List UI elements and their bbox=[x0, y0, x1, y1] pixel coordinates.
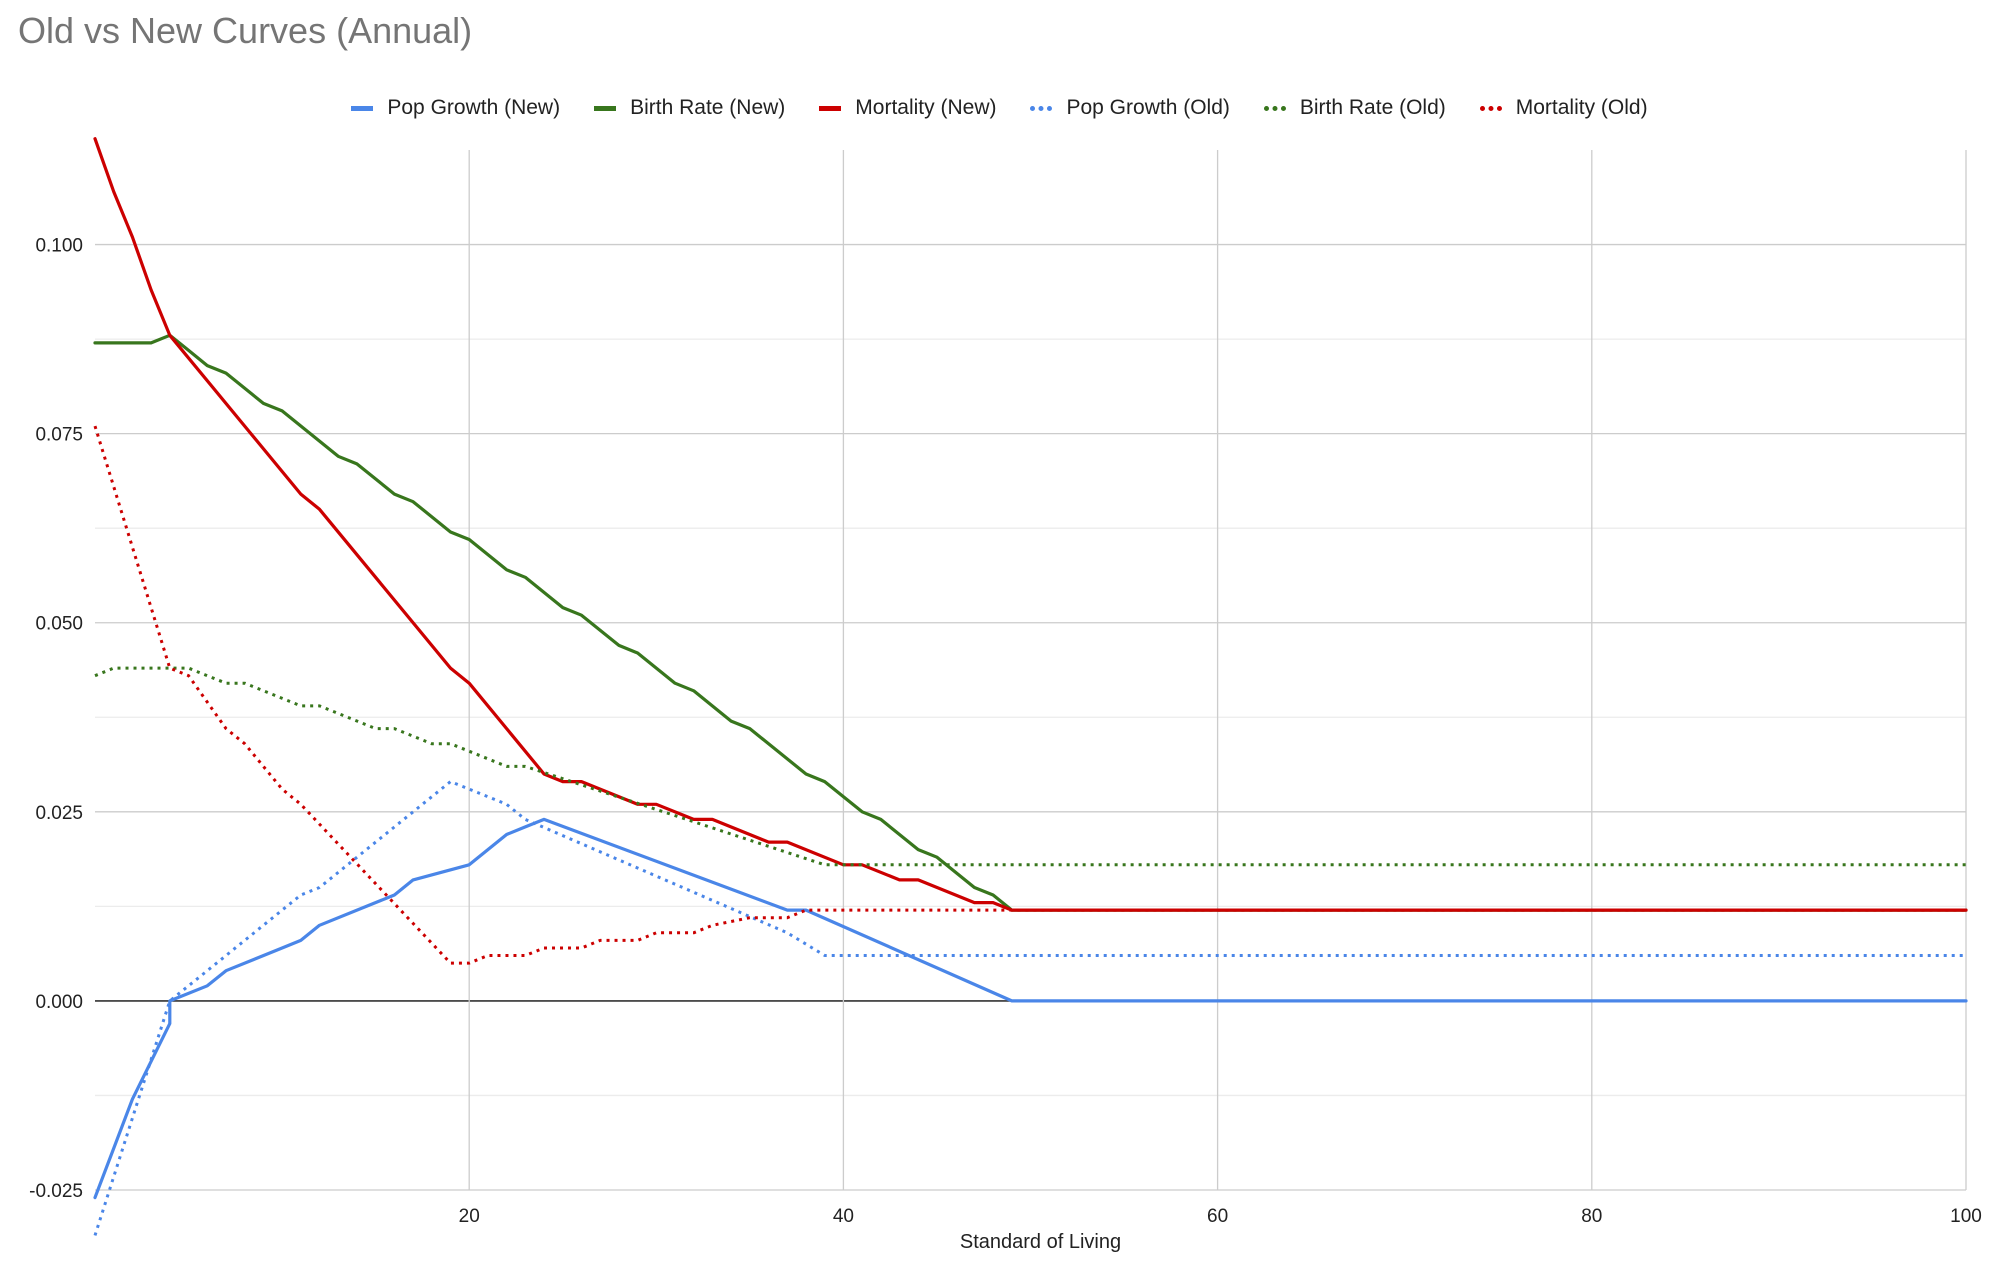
legend-item: Birth Rate (New) bbox=[594, 96, 785, 120]
x-tick-label: 40 bbox=[833, 1206, 854, 1227]
series-line-pop-growth-old bbox=[93, 780, 1966, 1236]
x-axis-title: Standard of Living bbox=[960, 1231, 1121, 1253]
legend-item: Pop Growth (Old) bbox=[1030, 96, 1230, 120]
legend-swatch bbox=[594, 105, 617, 111]
x-tick-label: 100 bbox=[1950, 1206, 1982, 1227]
y-tick-label: 0.100 bbox=[35, 236, 83, 257]
legend-item: Mortality (New) bbox=[819, 96, 996, 120]
legend-item: Birth Rate (Old) bbox=[1263, 96, 1446, 120]
legend-label: Mortality (Old) bbox=[1515, 96, 1648, 119]
series-line-birth-rate-new bbox=[93, 333, 1968, 912]
x-tick-label: 60 bbox=[1207, 1206, 1228, 1227]
chart-title: Old vs New Curves (Annual) bbox=[18, 10, 473, 51]
series-line-mortality-new bbox=[93, 137, 1968, 912]
y-tick-label: 0.075 bbox=[35, 425, 83, 446]
y-tick-label: 0.000 bbox=[35, 992, 83, 1013]
legend-label: Birth Rate (Old) bbox=[1299, 96, 1446, 119]
legend-item: Mortality (Old) bbox=[1479, 96, 1648, 120]
legend-label: Pop Growth (New) bbox=[387, 96, 561, 119]
legend-label: Mortality (New) bbox=[855, 96, 997, 119]
series-lines bbox=[93, 137, 1968, 1236]
series-line-mortality-old bbox=[93, 425, 1966, 965]
legend-swatch bbox=[819, 105, 842, 111]
legend-label: Pop Growth (Old) bbox=[1066, 96, 1230, 119]
legend-swatch bbox=[1479, 105, 1502, 111]
grid-lines bbox=[95, 150, 1967, 1191]
legend-swatch bbox=[351, 105, 374, 111]
legend-swatch bbox=[1263, 105, 1286, 111]
legend-swatch bbox=[1030, 105, 1053, 111]
y-tick-label: 0.050 bbox=[35, 614, 83, 635]
series-line-pop-growth-new bbox=[93, 817, 1968, 1200]
x-tick-label: 80 bbox=[1581, 1206, 1602, 1227]
legend-label: Birth Rate (New) bbox=[630, 96, 786, 119]
legend: Pop Growth (New) Birth Rate (New) Mortalit… bbox=[0, 96, 1999, 120]
y-tick-label: -0.025 bbox=[29, 1181, 83, 1202]
tick-labels: -0.025 0.000 0.025 0.050 0.075 0.100 20 40 60 80 1… bbox=[29, 236, 1982, 1227]
legend-item: Pop Growth (New) bbox=[351, 96, 560, 120]
series-line-birth-rate-old bbox=[94, 666, 1966, 867]
x-tick-label: 20 bbox=[459, 1206, 480, 1227]
y-tick-label: 0.025 bbox=[35, 803, 83, 824]
